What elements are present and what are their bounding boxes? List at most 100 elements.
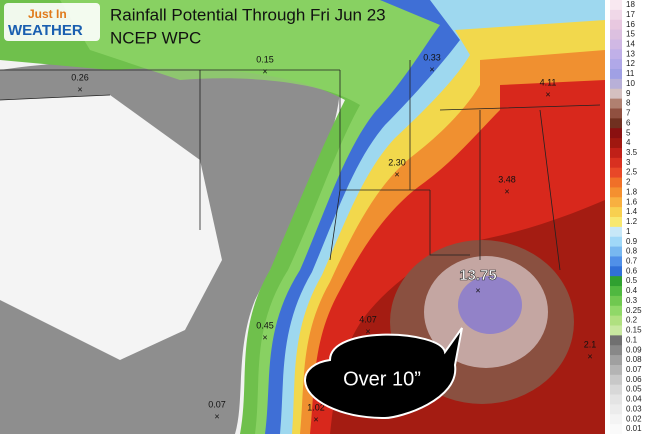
colorbar-label: 13 xyxy=(626,49,635,58)
colorbar-swatch xyxy=(610,147,622,159)
point-marker: × xyxy=(394,169,399,179)
point-marker: × xyxy=(429,64,434,74)
colorbar-swatch xyxy=(610,384,622,396)
colorbar-swatch xyxy=(610,138,622,149)
point-marker: × xyxy=(77,84,82,94)
colorbar-swatch xyxy=(610,246,622,257)
point-label: 0.45 xyxy=(256,320,274,330)
point-label: 0.15 xyxy=(256,54,274,64)
colorbar-label: 4 xyxy=(626,138,631,147)
point-marker: × xyxy=(313,414,318,424)
colorbar-label: 15 xyxy=(626,30,635,39)
colorbar-label: 0.8 xyxy=(626,247,638,256)
colorbar-label: 8 xyxy=(626,99,631,108)
colorbar-label: 0.25 xyxy=(626,306,642,315)
colorbar-label: 3 xyxy=(626,158,631,167)
colorbar-swatch xyxy=(610,128,622,139)
colorbar-swatch xyxy=(610,276,622,287)
point-label: 13.75 xyxy=(459,267,497,284)
subtitle: NCEP WPC xyxy=(110,28,201,47)
colorbar-label: 14 xyxy=(626,39,635,48)
colorbar-swatch xyxy=(610,108,622,119)
colorbar-swatch xyxy=(610,29,622,40)
colorbar-swatch xyxy=(610,305,622,317)
colorbar-label: 0.01 xyxy=(626,424,642,433)
colorbar-label: 0.3 xyxy=(626,296,638,305)
colorbar-label: 0.06 xyxy=(626,375,642,384)
point-marker: × xyxy=(545,89,550,99)
logo: Just In WEATHER xyxy=(4,3,100,41)
colorbar-swatch xyxy=(610,19,622,31)
colorbar-label: 1.6 xyxy=(626,197,638,206)
colorbar-swatch xyxy=(610,69,622,80)
point-marker: × xyxy=(262,332,267,342)
colorbar-label: 1.4 xyxy=(626,207,638,216)
point-label: 0.07 xyxy=(208,399,226,409)
colorbar-swatch xyxy=(610,207,622,218)
colorbar-label: 1.8 xyxy=(626,187,638,196)
colorbar-swatch xyxy=(610,88,622,100)
callout: Over 10” xyxy=(303,327,463,420)
point-labels: 0.26×0.15×0.33×4.11×2.30× 3.48×13.75×4.07… xyxy=(71,52,596,424)
colorbar-label: 11 xyxy=(626,69,635,78)
colorbar-swatch xyxy=(610,424,622,435)
colorbar-label: 17 xyxy=(626,10,635,19)
colorbar-label: 0.4 xyxy=(626,286,638,295)
colorbar-label: 12 xyxy=(626,59,635,68)
colorbar-label: 0.07 xyxy=(626,365,642,374)
colorbar-swatch xyxy=(610,9,622,21)
point-label: 0.26 xyxy=(71,72,89,82)
colorbar-label: 3.5 xyxy=(626,148,638,157)
colorbar-label: 0.6 xyxy=(626,266,638,275)
colorbar-swatch xyxy=(610,394,622,405)
colorbar-label: 1.2 xyxy=(626,217,638,226)
colorbar-label: 10 xyxy=(626,79,635,88)
point-marker: × xyxy=(262,66,267,76)
colorbar-swatch xyxy=(610,374,622,386)
colorbar-label: 0.03 xyxy=(626,404,642,413)
point-label: 4.07 xyxy=(359,314,377,324)
colorbar-swatch xyxy=(610,0,622,11)
colorbar-swatch xyxy=(610,78,622,90)
colorbar-label: 2 xyxy=(626,178,631,187)
colorbar-swatch xyxy=(610,236,622,248)
colorbar-swatch xyxy=(610,286,622,297)
colorbar-swatch xyxy=(610,157,622,169)
colorbar-label: 0.09 xyxy=(626,345,642,354)
point-marker: × xyxy=(504,186,509,196)
colorbar-swatch xyxy=(610,404,622,415)
colorbar: 1817161514131211109876543.532.521.81.61.… xyxy=(605,0,650,435)
point-label: 1.02 xyxy=(307,402,325,412)
colorbar-swatch xyxy=(610,49,622,60)
map-base xyxy=(0,0,605,434)
colorbar-label: 2.5 xyxy=(626,168,638,177)
colorbar-swatch xyxy=(610,118,622,129)
colorbar-label: 6 xyxy=(626,118,631,127)
colorbar-label: 18 xyxy=(626,0,635,9)
point-label: 4.11 xyxy=(540,77,557,87)
colorbar-swatch xyxy=(610,295,622,307)
logo-line2: WEATHER xyxy=(8,22,83,39)
colorbar-swatch xyxy=(610,167,622,179)
title: Rainfall Potential Through Fri Jun 23 xyxy=(110,5,386,24)
colorbar-swatch xyxy=(610,226,622,238)
colorbar-label: 16 xyxy=(626,20,635,29)
colorbar-swatch xyxy=(610,345,622,356)
colorbar-label: 0.7 xyxy=(626,256,638,265)
colorbar-label: 7 xyxy=(626,109,631,118)
colorbar-swatch xyxy=(610,315,622,326)
colorbar-swatch xyxy=(610,197,622,208)
colorbar-label: 5 xyxy=(626,128,631,137)
point-marker: × xyxy=(365,326,370,336)
callout-text: Over 10” xyxy=(343,368,421,390)
colorbar-label: 0.05 xyxy=(626,385,642,394)
colorbar-label: 0.1 xyxy=(626,335,638,344)
colorbar-label: 9 xyxy=(626,89,631,98)
colorbar-label: 0.5 xyxy=(626,276,638,285)
colorbar-swatch xyxy=(610,98,622,109)
colorbar-label: 0.2 xyxy=(626,316,638,325)
point-marker: × xyxy=(214,411,219,421)
logo-line1: Just In xyxy=(28,7,67,21)
colorbar-swatch xyxy=(610,177,622,188)
